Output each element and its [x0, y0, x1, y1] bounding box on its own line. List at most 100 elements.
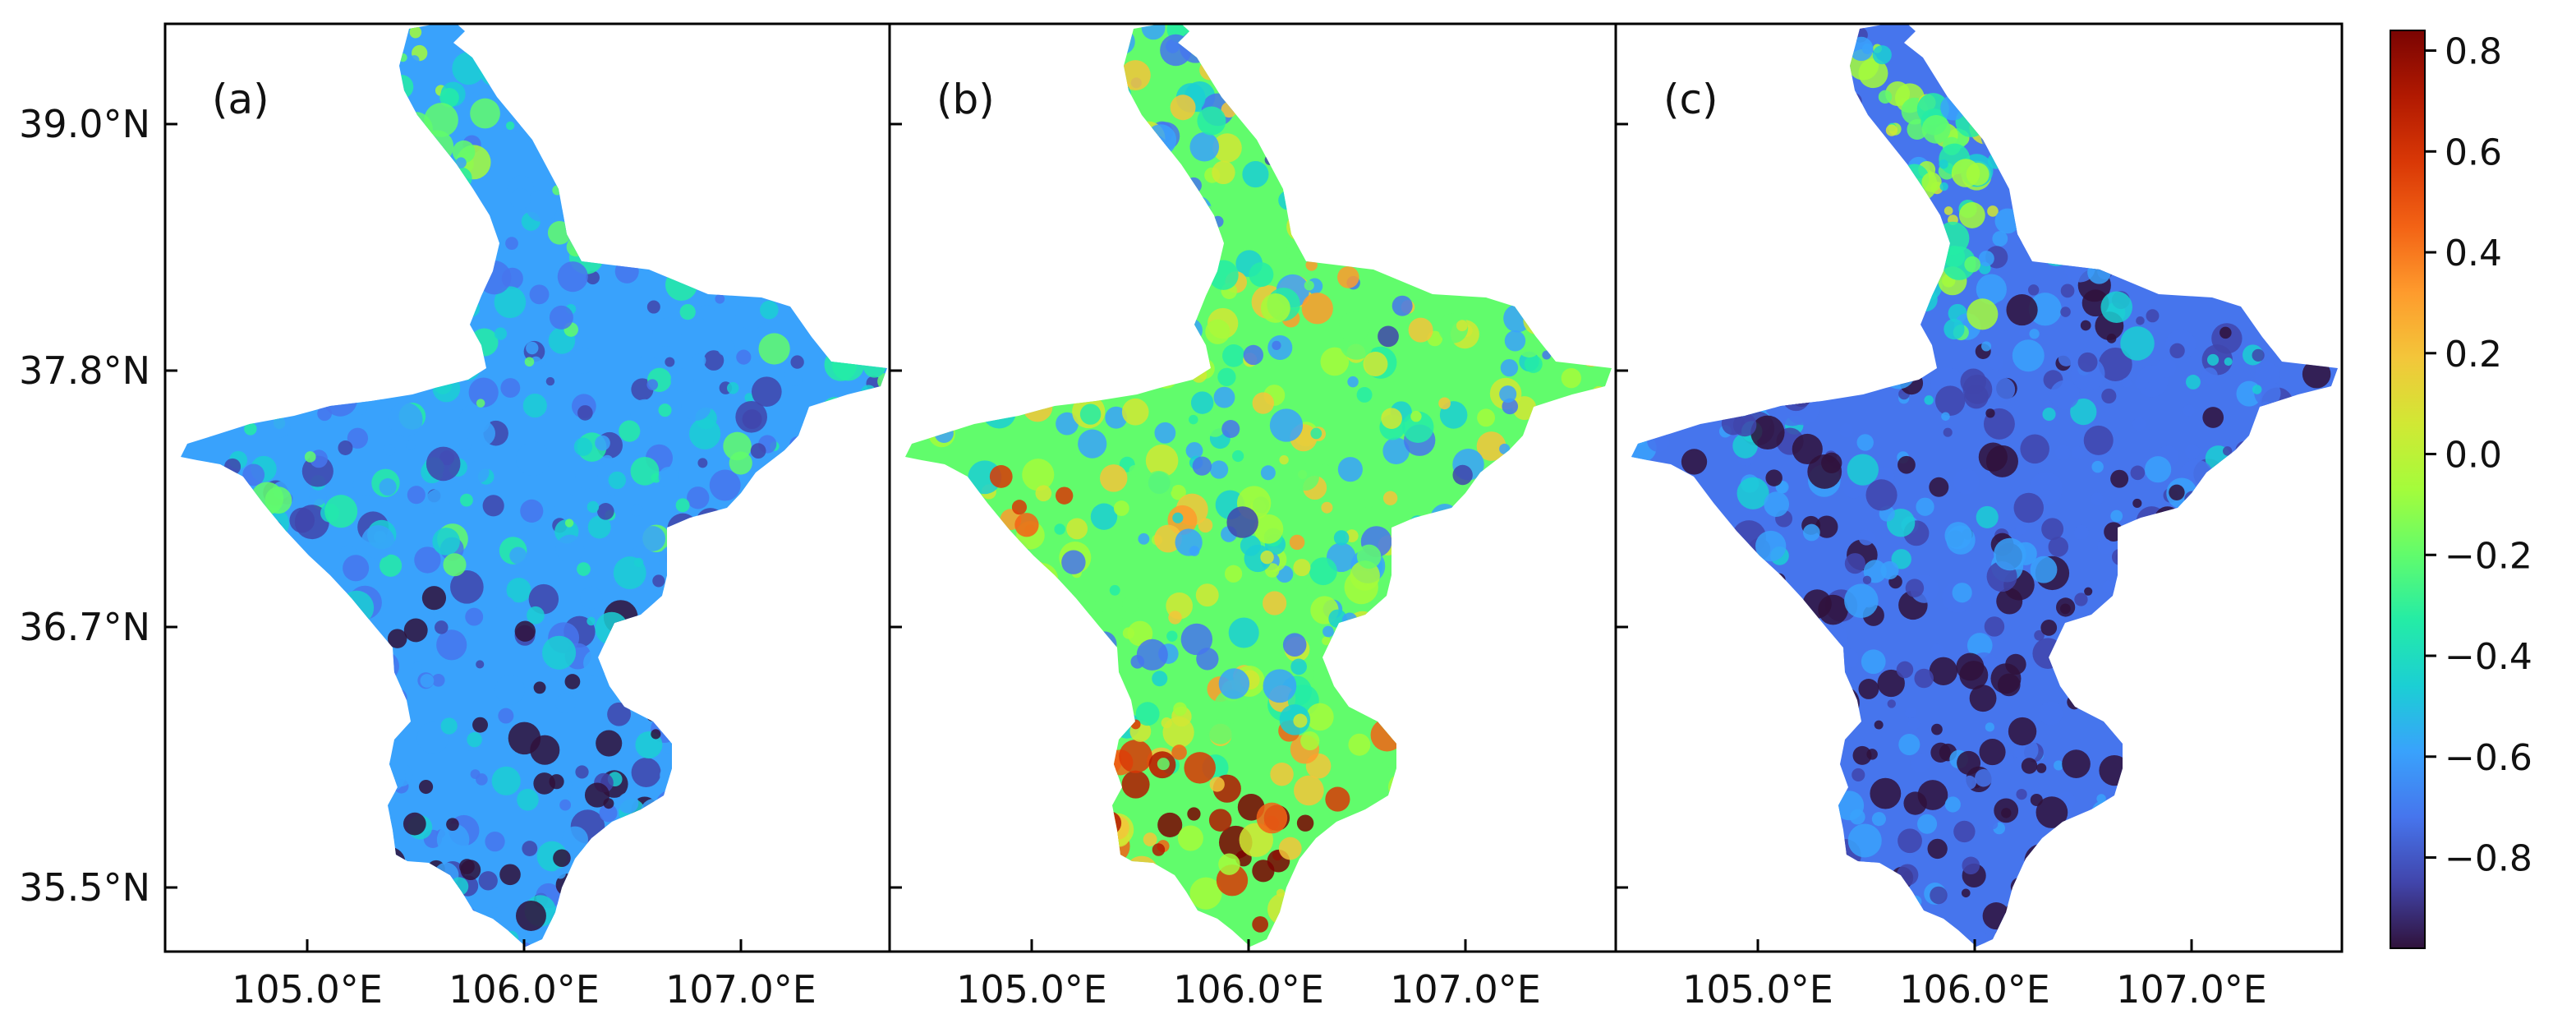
map-cell [1090, 503, 1118, 530]
map-cell [1548, 451, 1580, 483]
map-cell [2168, 865, 2179, 878]
map-cell [806, 532, 822, 548]
map-cell [1185, 306, 1198, 318]
map-cell [238, 235, 249, 246]
map-cell [210, 308, 231, 328]
map-cell [2228, 100, 2262, 134]
map-cell [380, 76, 395, 91]
map-cell [849, 921, 863, 935]
map-cell [2231, 916, 2261, 945]
map-cell [455, 157, 467, 168]
map-cell [1796, 140, 1817, 161]
map-cell [1312, 158, 1339, 185]
map-cell [1189, 877, 1222, 910]
map-cell [1184, 196, 1212, 224]
map-cell [1348, 733, 1371, 756]
map-cell [401, 332, 427, 358]
map-cell [936, 731, 959, 755]
map-cell [1992, 231, 2008, 247]
map-cell [1912, 931, 1946, 947]
map-cell [646, 300, 660, 314]
map-cell [962, 560, 982, 579]
map-cell [310, 825, 344, 859]
map-cell [421, 586, 447, 611]
map-cell [691, 181, 709, 200]
map-cell [1720, 573, 1733, 586]
map-cell [824, 608, 848, 632]
map-cell [1870, 777, 1902, 809]
map-cell [1148, 168, 1180, 201]
map-cell [1663, 606, 1680, 623]
map-cell [2132, 209, 2156, 233]
panel-b: (b) [888, 22, 1617, 953]
map-cell [599, 804, 618, 823]
map-cell [2049, 132, 2081, 164]
map-cell [401, 910, 420, 929]
map-cell [1530, 718, 1542, 729]
map-cell [777, 527, 811, 560]
map-cell [421, 130, 454, 164]
map-cell [1309, 919, 1338, 947]
map-cell [1510, 631, 1522, 644]
map-cell [2210, 892, 2225, 907]
map-cell [1546, 665, 1567, 686]
map-cell [1092, 692, 1106, 707]
map-cell [1631, 827, 1643, 845]
map-cell [685, 768, 694, 777]
map-cell [1962, 856, 1980, 875]
map-cell [1016, 49, 1030, 63]
map-cell [1975, 768, 1993, 787]
map-cell [645, 837, 669, 862]
map-cell [1195, 583, 1219, 607]
map-cell [2097, 538, 2113, 554]
map-cell [1263, 669, 1297, 703]
map-cell [218, 571, 233, 587]
map-cell [1406, 522, 1430, 545]
map-cell [216, 171, 247, 201]
map-cell [2141, 633, 2157, 648]
map-cell [1276, 122, 1303, 149]
map-cell [1125, 855, 1159, 890]
map-cell [1701, 311, 1732, 341]
map-cell [198, 159, 214, 175]
map-cell [2077, 618, 2091, 632]
map-cell [1070, 112, 1096, 137]
map-cell [1170, 95, 1196, 121]
map-cell [735, 81, 762, 108]
map-cell [807, 899, 819, 911]
map-cell [270, 777, 283, 791]
map-cell [2109, 677, 2136, 704]
map-cell [1561, 367, 1582, 389]
map-cell [217, 159, 249, 191]
map-cell [1363, 351, 1388, 376]
map-cell [1951, 159, 1980, 187]
map-cell [1685, 775, 1704, 794]
map-cell [1051, 907, 1081, 937]
x-tick-label-c-105: 105.0°E [1682, 967, 1833, 1012]
map-cell [580, 586, 603, 610]
map-cell [1254, 514, 1284, 544]
map-cell [1723, 878, 1740, 894]
map-cell [683, 616, 705, 638]
map-cell [194, 471, 212, 489]
map-cell [670, 194, 687, 210]
map-cell [905, 786, 920, 801]
map-cell [494, 286, 527, 319]
map-cell [372, 923, 384, 934]
map-cell [861, 679, 887, 704]
map-cell [1758, 108, 1778, 127]
map-cell [1939, 159, 1948, 169]
map-cell [822, 535, 852, 565]
map-cell [2275, 915, 2302, 943]
map-cell [1122, 627, 1135, 639]
map-cell [1724, 189, 1749, 214]
map-cell [2275, 64, 2306, 95]
map-cell [790, 355, 804, 369]
map-cell [355, 382, 369, 397]
map-cell [936, 853, 958, 875]
map-cell [964, 903, 979, 919]
map-cell [1660, 652, 1683, 675]
map-cell [2263, 657, 2276, 670]
map-cell [1806, 180, 1840, 214]
map-cell [2000, 109, 2022, 132]
